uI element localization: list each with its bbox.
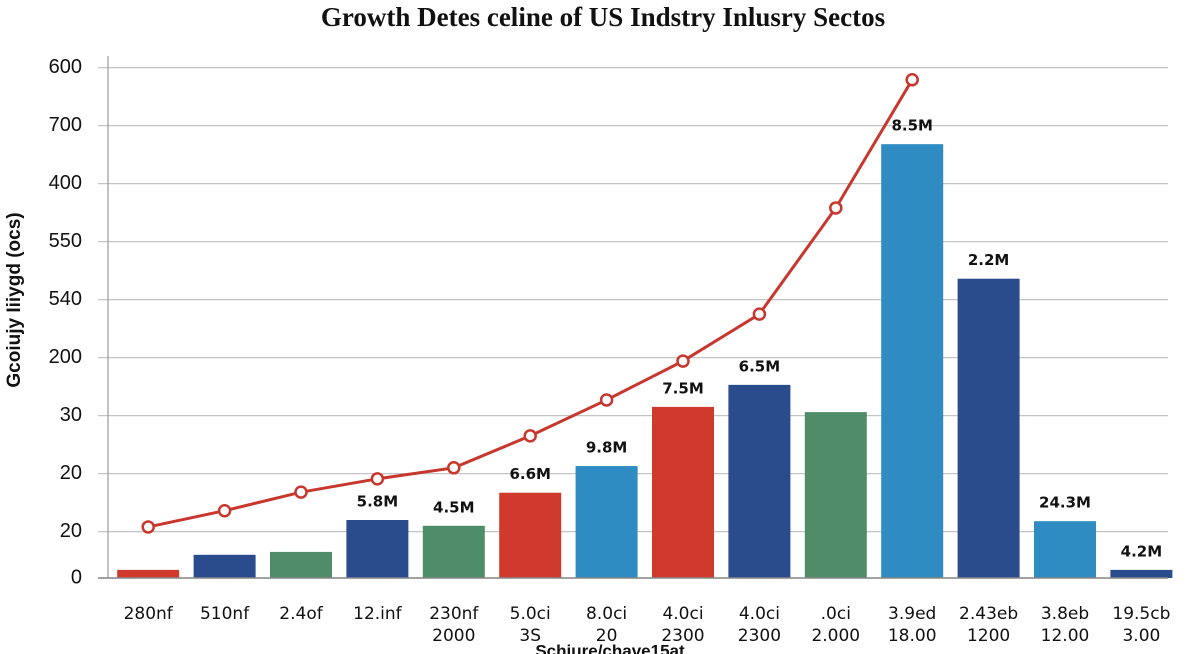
bar [881, 144, 944, 578]
y-axis-label: Gcoiujy Iiiygd (ocs) [4, 212, 25, 387]
y-tick-label: 400 [49, 172, 82, 194]
bar [804, 412, 867, 578]
x-tick-sublabel: 20 [596, 626, 618, 646]
x-tick-sublabel: 3.00 [1122, 626, 1160, 646]
bar-label: 6.6M [509, 465, 551, 483]
y-tick-label: 20 [60, 462, 82, 484]
bar [1034, 521, 1096, 578]
trend-point [676, 354, 690, 368]
bar [728, 384, 791, 578]
x-tick-sublabel: 2.000 [811, 626, 860, 646]
x-tick-label: 230nf [429, 604, 479, 624]
y-tick-label: 30 [60, 404, 82, 426]
y-tick-label: 600 [49, 56, 82, 78]
trend-point [905, 73, 919, 87]
bar [193, 554, 256, 578]
trend-point [217, 503, 232, 518]
x-tick-sublabel: 2000 [432, 626, 475, 646]
bar [117, 569, 180, 578]
bar [575, 466, 638, 578]
trend-point [447, 461, 461, 475]
trend-point [294, 485, 308, 499]
trend-point [599, 393, 614, 407]
x-tick-label: 12.inf [353, 604, 403, 624]
y-tick-label: 0 [71, 566, 82, 588]
trend-point [370, 472, 385, 486]
y-tick-label: 20 [60, 520, 82, 542]
bar [957, 278, 1020, 578]
x-tick-sublabel: 1200 [967, 626, 1010, 646]
bar [346, 520, 409, 578]
bar-label: 4.5M [433, 498, 475, 516]
x-tick-label: 3.8eb [1041, 604, 1089, 624]
x-tick-sublabel: 12.00 [1041, 626, 1090, 646]
bar-label: 6.5M [739, 357, 781, 375]
x-tick-label: .0ci [821, 604, 851, 624]
x-tick-label: 2.43eb [959, 604, 1018, 624]
bar-label: 7.5M [662, 379, 704, 397]
x-axis-label: Schiure/chave15at [535, 641, 685, 654]
y-tick-label: 540 [49, 288, 82, 310]
bar-label: 24.3M [1039, 494, 1091, 512]
x-tick-label: 4.0ci [662, 604, 703, 624]
bar-label: 8.5M [891, 117, 933, 135]
y-tick-label: 200 [49, 346, 82, 368]
bar [270, 551, 332, 578]
trend-line [147, 79, 914, 529]
x-tick-sublabel: 3S [519, 626, 541, 646]
x-tick-label: 4.0ci [739, 604, 780, 624]
bar [652, 406, 714, 578]
y-tick-label: 550 [49, 230, 82, 252]
x-tick-sublabel: 2300 [661, 626, 704, 646]
x-tick-sublabel: 18.00 [888, 626, 937, 646]
chart-title: Growth Detes celine of US Indstry Inlusr… [321, 2, 885, 32]
trend-point [523, 429, 537, 443]
bar [1110, 569, 1173, 578]
trend-point [829, 201, 843, 215]
x-tick-sublabel: 2300 [738, 626, 781, 646]
bar [422, 525, 485, 578]
x-tick-label: 2.4of [279, 604, 323, 624]
trend-point [752, 307, 767, 321]
x-tick-label: 19.5cb [1112, 604, 1170, 624]
x-tick-label: 280nf [124, 604, 174, 624]
y-tick-label: 700 [49, 114, 82, 136]
bar-label: 2.2M [968, 251, 1010, 269]
bar-label: 4.2M [1121, 542, 1163, 560]
x-tick-label: 510nf [200, 604, 250, 624]
bar-label: 9.8M [586, 439, 628, 457]
bar [499, 492, 562, 578]
x-tick-label: 5.0ci [510, 604, 551, 624]
x-tick-label: 3.9ed [888, 604, 936, 624]
trend-point [141, 520, 155, 534]
x-tick-label: 8.0ci [586, 604, 627, 624]
bar-label: 5.8M [357, 493, 399, 511]
